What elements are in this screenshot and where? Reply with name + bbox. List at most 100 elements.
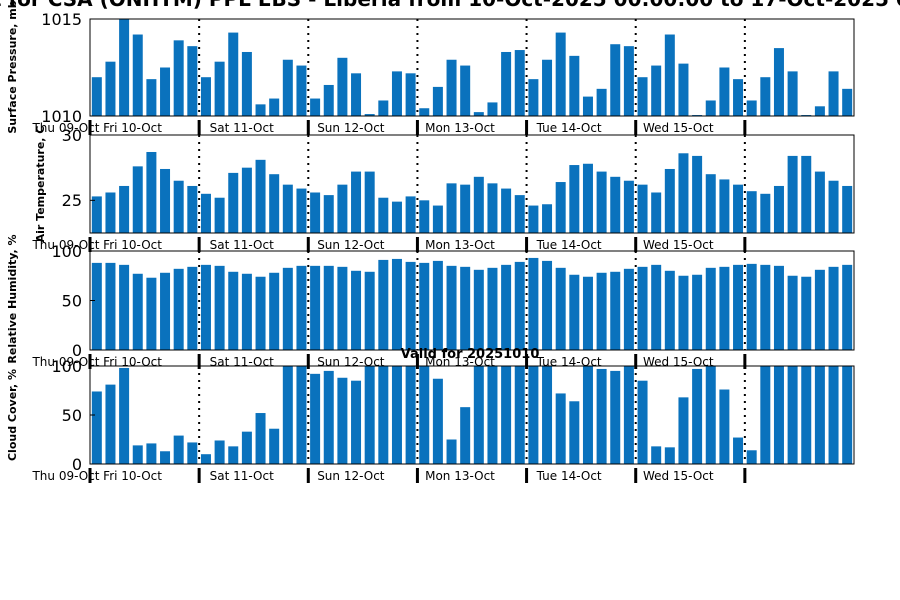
bar	[241, 167, 252, 233]
bar	[664, 34, 675, 116]
day-label: Fri 10-Oct	[103, 469, 162, 483]
bar	[160, 272, 171, 350]
bar	[528, 205, 539, 233]
bar	[337, 184, 348, 233]
bar	[187, 266, 198, 350]
bar	[542, 260, 553, 350]
bar	[773, 185, 784, 233]
bar	[269, 428, 280, 464]
bar	[105, 384, 116, 464]
bar	[419, 262, 430, 350]
bar	[596, 272, 607, 350]
chart-panels: 1010 1015 Surface Pressure, mb Thu 09-Oct Fr…	[6, 0, 855, 483]
bar	[310, 373, 321, 464]
bar	[241, 431, 252, 464]
bar	[405, 73, 416, 116]
bar	[651, 65, 662, 116]
bar	[542, 366, 553, 464]
bar	[719, 67, 730, 116]
bar	[842, 88, 853, 116]
bar	[419, 366, 430, 464]
y-tick-label: 100	[51, 242, 82, 261]
bar	[487, 102, 498, 116]
bar	[473, 366, 484, 464]
day-label: Tue 14-Oct	[536, 121, 602, 135]
bar	[651, 264, 662, 350]
bar	[610, 44, 621, 116]
bar	[296, 265, 307, 350]
bar	[105, 262, 116, 350]
bar	[351, 270, 362, 350]
bar	[746, 450, 757, 464]
bar	[623, 46, 634, 116]
bar	[214, 197, 225, 233]
bar	[160, 451, 171, 464]
bar	[446, 265, 457, 350]
bar	[296, 65, 307, 116]
day-label: Sat 11-Oct	[210, 238, 274, 252]
bar	[132, 166, 143, 233]
bar	[432, 260, 443, 350]
bar	[432, 205, 443, 233]
bar	[432, 86, 443, 116]
bar	[514, 261, 525, 350]
bar	[828, 266, 839, 350]
bar	[378, 366, 389, 464]
bar	[555, 393, 566, 464]
y-axis-label: Relative Humidity, %	[6, 234, 19, 363]
day-label: Fri 10-Oct	[103, 238, 162, 252]
day-label: Fri 10-Oct	[103, 355, 162, 369]
y-axis-label: Air Temperature, C	[34, 126, 47, 243]
bar	[569, 401, 580, 464]
bar	[105, 192, 116, 233]
bar	[200, 264, 211, 350]
bar	[719, 389, 730, 464]
bar	[378, 259, 389, 350]
y-axis-label: Surface Pressure, mb	[6, 0, 19, 133]
panel-4: 0 50 100 Cloud Cover, % Thu 09-Oct Fri 10-Oct…	[6, 357, 855, 483]
bar	[596, 368, 607, 464]
day-label: Thu 09-Oct	[31, 469, 99, 483]
day-label: Thu 09-Oct	[31, 121, 99, 135]
bar	[419, 200, 430, 233]
bar	[705, 267, 716, 350]
bar	[473, 269, 484, 350]
day-label: Mon 13-Oct	[425, 121, 495, 135]
day-label: Wed 15-Oct	[643, 355, 714, 369]
bar	[228, 172, 239, 233]
day-label: Thu 09-Oct	[31, 238, 99, 252]
figure-subtitle: Valid for 20251010	[401, 347, 540, 362]
bar	[323, 84, 334, 116]
bar	[705, 366, 716, 464]
bar	[132, 34, 143, 116]
y-tick-label: 100	[51, 357, 82, 376]
bar	[146, 277, 157, 350]
bar	[773, 366, 784, 464]
day-label: Tue 14-Oct	[536, 469, 602, 483]
bar	[569, 55, 580, 116]
bar	[678, 275, 689, 350]
bar	[637, 380, 648, 464]
bar	[446, 183, 457, 233]
bar	[214, 61, 225, 116]
bar	[119, 367, 130, 464]
day-label: Mon 13-Oct	[425, 469, 495, 483]
bar	[610, 176, 621, 233]
bar	[255, 276, 266, 350]
bar	[637, 184, 648, 233]
bar	[269, 174, 280, 233]
bar	[460, 407, 471, 464]
y-tick-label: 25	[62, 191, 82, 210]
bar	[364, 114, 375, 116]
bar	[787, 366, 798, 464]
bar	[460, 65, 471, 116]
bar	[596, 171, 607, 233]
bar	[773, 48, 784, 116]
bar	[473, 176, 484, 233]
bar	[719, 179, 730, 233]
bar	[664, 447, 675, 464]
bar	[760, 264, 771, 350]
bar	[146, 443, 157, 464]
bar	[514, 195, 525, 233]
